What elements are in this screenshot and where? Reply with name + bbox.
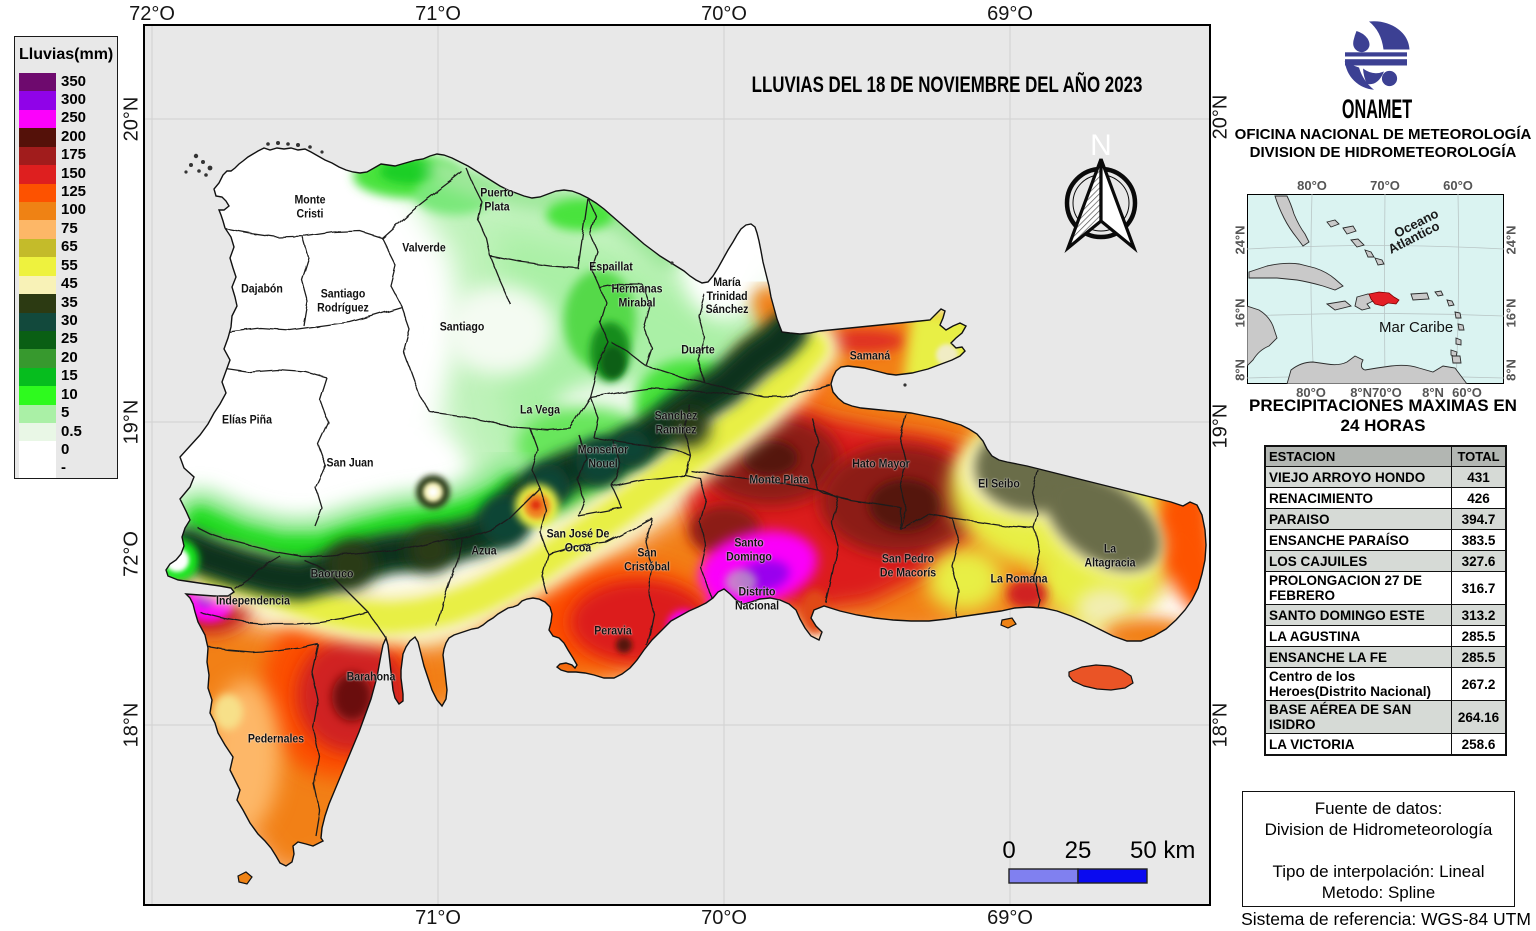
svg-text:0: 0 [1002, 837, 1015, 864]
svg-text:50 km: 50 km [1130, 837, 1195, 864]
svg-text:N: N [1090, 129, 1112, 162]
svg-text:25: 25 [1065, 837, 1092, 864]
svg-text:Mar Caribe: Mar Caribe [1379, 319, 1453, 336]
